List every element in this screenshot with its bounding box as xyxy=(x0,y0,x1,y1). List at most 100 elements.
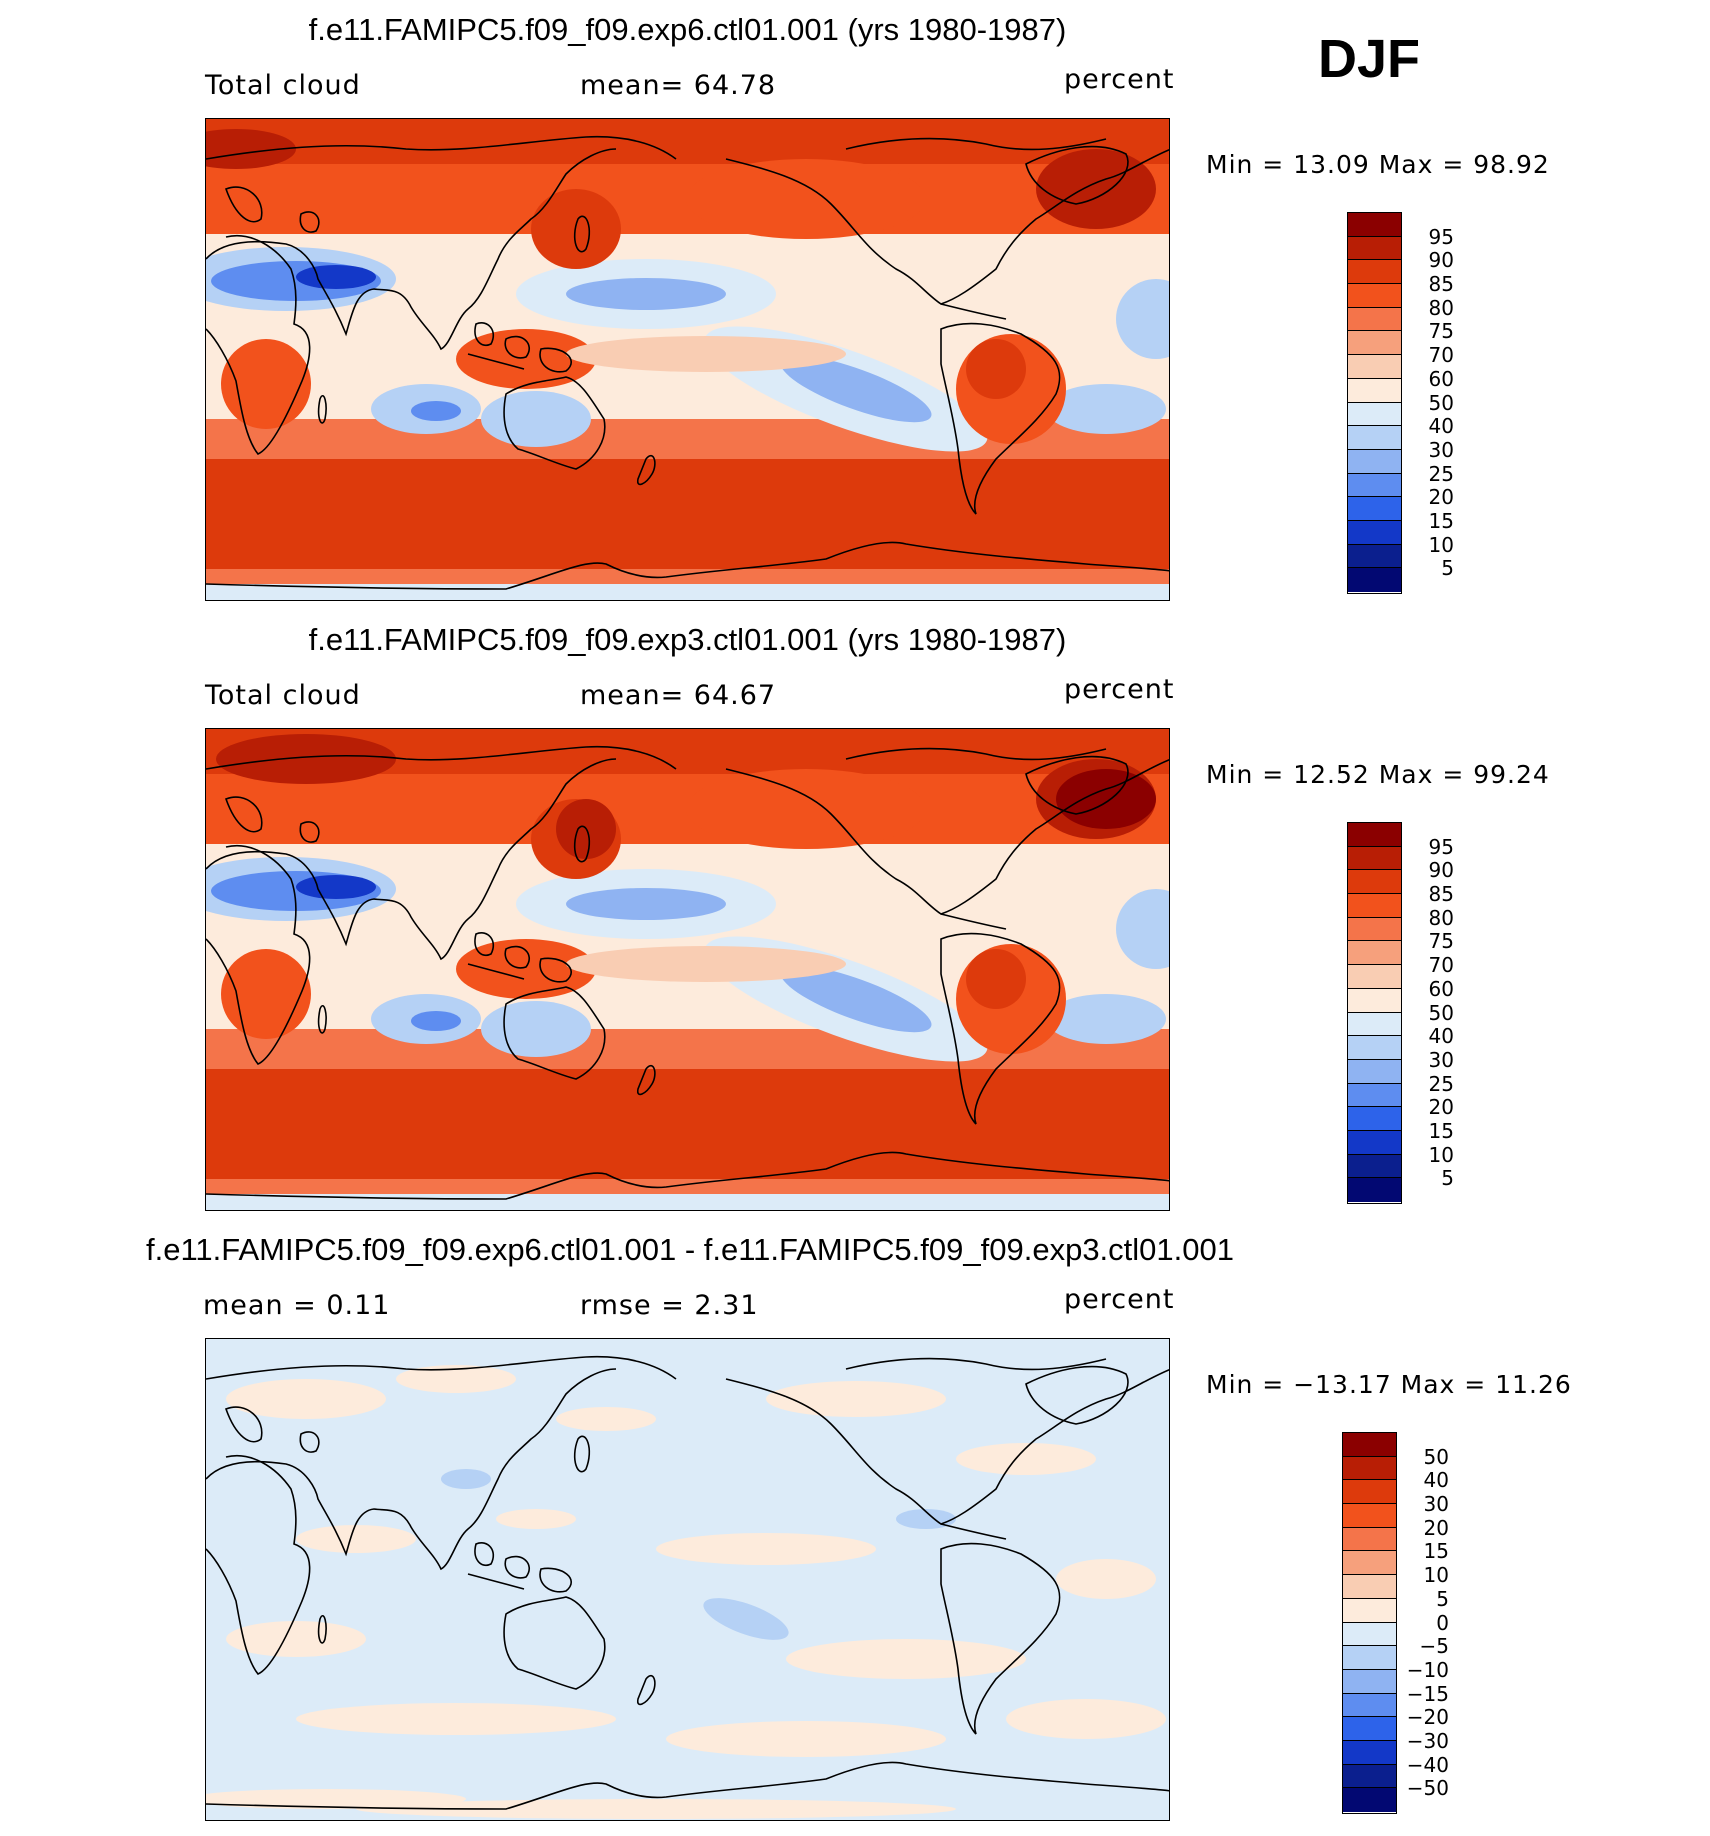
colorbar-tick-label: 90 xyxy=(1428,858,1454,883)
coastline xyxy=(206,1355,677,1380)
panel-2-mean-label: mean= 64.67 xyxy=(580,680,777,711)
coastline xyxy=(224,1406,263,1443)
coastline xyxy=(317,1004,327,1034)
coastline xyxy=(467,353,525,370)
colorbar-swatch xyxy=(1348,1036,1401,1060)
colorbar-tick-label: 40 xyxy=(1428,414,1454,439)
colorbar-tick-label: 60 xyxy=(1428,366,1454,391)
so-core-band xyxy=(206,1069,1169,1179)
positive-diff-region xyxy=(226,1621,366,1657)
colorbar-swatch xyxy=(1348,520,1401,545)
colorbar-tick-label: −50 xyxy=(1406,1776,1449,1801)
coastline xyxy=(467,963,525,980)
positive-diff-region xyxy=(356,1799,956,1819)
colorbar-tick-label: 30 xyxy=(1428,1047,1454,1072)
panel-1-map-svg xyxy=(206,119,1169,600)
coastline xyxy=(503,1596,606,1690)
colorbar-tick-label: −15 xyxy=(1406,1681,1449,1706)
coastline xyxy=(940,322,1061,515)
panel-1-units-label: percent xyxy=(1064,64,1175,95)
labrador-cloud xyxy=(1056,769,1156,829)
colorbar-swatch xyxy=(1348,1178,1401,1202)
colorbar-tick-label: 95 xyxy=(1428,834,1454,859)
colorbar-tick-label: 10 xyxy=(1428,532,1454,557)
colorbar-swatch xyxy=(1348,1130,1401,1155)
panel-2-colorbar xyxy=(1347,822,1402,1204)
coastline xyxy=(539,347,572,373)
panel-2-variable-label: Total cloud xyxy=(205,680,361,711)
north-pacific-storm xyxy=(686,769,926,849)
colorbar-swatch xyxy=(1348,284,1401,308)
colorbar-swatch xyxy=(1348,426,1401,450)
panel-3-title: f.e11.FAMIPC5.f09_f09.exp6.ctl01.001 - f… xyxy=(146,1232,1234,1267)
colorbar-swatch xyxy=(1343,1764,1396,1789)
coastline xyxy=(636,1674,656,1706)
coastline xyxy=(573,825,591,863)
colorbar-swatch xyxy=(1348,1154,1401,1179)
colorbar-swatch xyxy=(1348,213,1401,237)
coastline xyxy=(1025,145,1129,205)
colorbar-swatch xyxy=(1348,965,1401,989)
panel-3-map xyxy=(205,1338,1170,1821)
positive-diff-region xyxy=(496,1509,576,1529)
colorbar-tick-label: 5 xyxy=(1441,556,1454,581)
coastline xyxy=(206,541,1169,590)
colorbar-swatch xyxy=(1348,823,1401,847)
colorbar-swatch xyxy=(1348,236,1401,261)
colorbar-tick-label: 50 xyxy=(1423,1444,1449,1469)
positive-diff-region xyxy=(296,1525,416,1553)
arctic-cloud-band xyxy=(206,119,1169,164)
colorbar-swatch xyxy=(1343,1740,1396,1765)
negative-diff-region xyxy=(441,1469,491,1489)
panel-3-map-svg xyxy=(206,1339,1169,1820)
nw-pacific-storm xyxy=(531,189,621,269)
colorbar-tick-label: 95 xyxy=(1428,224,1454,249)
coastline xyxy=(299,1431,320,1453)
colorbar-swatch xyxy=(1343,1456,1396,1481)
africa-convection xyxy=(221,949,311,1039)
colorbar-swatch xyxy=(1343,1622,1396,1647)
panel-1-map xyxy=(205,118,1170,601)
colorbar-swatch xyxy=(1348,260,1401,285)
positive-diff-region xyxy=(656,1533,876,1565)
colorbar-tick-label: −20 xyxy=(1406,1705,1449,1730)
colorbar-tick-label: −40 xyxy=(1406,1752,1449,1777)
andes-convection xyxy=(966,339,1026,399)
panel-3-rmse-label: rmse = 2.31 xyxy=(580,1290,759,1321)
colorbar-swatch xyxy=(1343,1527,1396,1552)
colorbar-swatch xyxy=(1343,1669,1396,1694)
coastline xyxy=(504,335,530,359)
coastline xyxy=(474,322,495,346)
coastline xyxy=(317,1614,327,1644)
colorbar-tick-label: 0 xyxy=(1436,1610,1449,1635)
north-africa-edge xyxy=(1116,279,1169,359)
coastline xyxy=(1025,1365,1129,1425)
australia-low-cloud xyxy=(481,1001,591,1057)
coastline xyxy=(224,796,263,833)
colorbar-swatch xyxy=(1348,1012,1401,1037)
colorbar-tick-label: 20 xyxy=(1423,1515,1449,1540)
coastline xyxy=(940,1523,1007,1540)
coastline xyxy=(573,215,591,253)
colorbar-swatch xyxy=(1343,1598,1396,1623)
panel-2-map-svg xyxy=(206,729,1169,1210)
positive-diff-region xyxy=(296,1703,616,1735)
colorbar-tick-label: 85 xyxy=(1428,882,1454,907)
colorbar-tick-label: 40 xyxy=(1428,1024,1454,1049)
coastline xyxy=(539,957,572,983)
coastline xyxy=(206,758,617,961)
coastline xyxy=(573,1435,591,1473)
coastline xyxy=(845,1357,1107,1371)
panel-2-units-label: percent xyxy=(1064,674,1175,705)
siberia-cloud xyxy=(216,734,396,784)
colorbar-swatch xyxy=(1343,1480,1396,1505)
colorbar-tick-label: 50 xyxy=(1428,1000,1454,1025)
north-atlantic-storm xyxy=(1036,149,1156,229)
coastline xyxy=(206,1151,1169,1200)
coastline xyxy=(467,1573,525,1590)
colorbar-swatch xyxy=(1348,917,1401,942)
season-label: DJF xyxy=(1318,29,1421,89)
colorbar-tick-label: 15 xyxy=(1423,1539,1449,1564)
panel-2-title: f.e11.FAMIPC5.f09_f09.exp3.ctl01.001 (yr… xyxy=(308,622,1067,657)
coastline xyxy=(725,148,1169,305)
